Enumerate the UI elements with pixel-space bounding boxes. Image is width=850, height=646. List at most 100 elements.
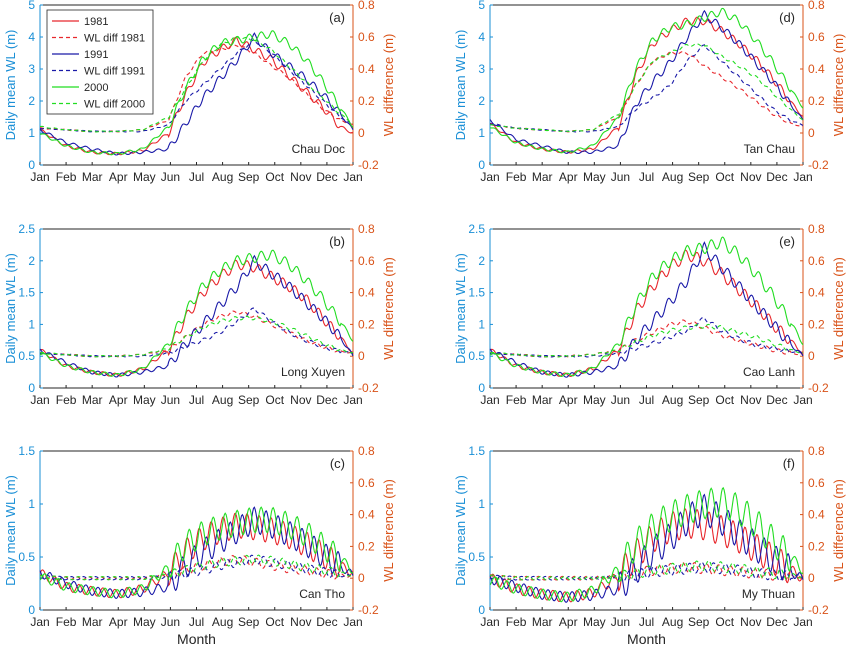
x-tick-label: Jan [343,170,362,184]
series-line-wl-diff-2000 [39,36,354,133]
legend-box [46,9,154,115]
x-tick-label: Jan [480,615,499,629]
y-tick-label: 0 [28,381,35,395]
x-tick-label: Feb [56,615,77,629]
y2-tick-label: 0.6 [808,476,825,490]
right-axis-title: WL difference (m) [831,257,846,360]
series-line-wl-diff-2000 [489,43,804,133]
y-tick-label: 0.5 [468,550,485,564]
y-tick-label: 0.5 [18,550,35,564]
x-tick-label: Feb [506,393,527,407]
x-tick-label: Aug [662,615,683,629]
panel-label: (a) [329,10,345,25]
panel-label: (c) [330,456,345,471]
x-tick-label: Dec [766,170,787,184]
x-tick-label: Jan [793,170,812,184]
y2-tick-label: 0.2 [358,94,375,108]
y2-tick-label: -0.2 [808,158,829,172]
y-tick-label: 2 [28,94,35,108]
y2-tick-label: -0.2 [358,603,379,617]
y-tick-label: 1 [28,126,35,140]
y2-tick-label: 0 [358,349,365,363]
series-line-wl-diff-1981 [490,561,804,582]
series-line-wl-diff-1991 [489,44,804,133]
x-tick-label: Nov [740,170,761,184]
x-tick-label: Nov [290,170,311,184]
y2-tick-label: 0 [808,571,815,585]
series-line-wl-diff-1991 [489,317,804,358]
series-line-wl-diff-1981 [40,554,354,581]
x-tick-label: Jan [343,615,362,629]
panel-c: Jan Feb Mar Apr May Jun Jul Aug Sep Oct Nov Dec Jan0… [3,444,396,646]
x-tick-label: Aug [662,170,683,184]
y-tick-label: 0.5 [18,349,35,363]
y2-tick-label: -0.2 [358,158,379,172]
series-line-wl-diff-1991 [39,307,354,358]
series-line-1991 [39,254,354,378]
x-tick-label: Mar [532,615,553,629]
x-tick-label: May [583,615,606,629]
x-tick-label: Jan [480,170,499,184]
series-line-1981 [489,249,803,377]
y-tick-label: 0 [478,603,485,617]
x-tick-label: Oct [265,170,284,184]
y2-tick-label: 0.2 [358,317,375,331]
series-line-1991 [489,241,804,378]
x-tick-label: Apr [109,393,128,407]
y-tick-label: 5 [28,0,35,12]
x-tick-label: Oct [265,615,284,629]
y2-tick-label: 0.2 [358,539,375,553]
y2-tick-label: 0.4 [358,62,375,76]
x-tick-label: Sep [238,170,260,184]
panel-label: (f) [783,456,795,471]
panel-e: Jan Feb Mar Apr May Jun Jul Aug Sep Oct Nov Dec Jan0… [453,222,846,407]
x-tick-label: Apr [559,170,578,184]
y2-tick-label: 0.8 [808,222,825,236]
x-tick-label: May [133,615,156,629]
series-line-wl-diff-1991 [39,39,354,133]
y2-tick-label: 0.6 [358,254,375,268]
x-tick-label: Feb [506,170,527,184]
x-tick-label: Dec [316,170,337,184]
y2-tick-label: 0.8 [808,444,825,458]
x-tick-label: Aug [212,393,233,407]
y-tick-label: 1 [28,497,35,511]
x-tick-label: Jun [161,170,180,184]
panel-label: (d) [779,10,795,25]
right-axis-title: WL difference (m) [381,479,396,582]
x-tick-label: Jul [189,393,204,407]
series-line-wl-diff-1981 [39,310,354,358]
y-tick-label: 3 [28,62,35,76]
station-label: My Thuan [742,587,795,601]
x-tick-label: Feb [506,615,527,629]
series-line-1991 [489,493,804,603]
y-tick-label: 1.5 [18,444,35,458]
right-axis-title: WL difference (m) [381,34,396,137]
x-tick-label: May [583,170,606,184]
left-axis-title: Daily mean WL (m) [453,30,468,141]
series-line-wl-diff-1981 [489,319,804,358]
x-tick-label: Nov [290,615,311,629]
y-tick-label: 0 [478,381,485,395]
x-tick-label: Mar [82,170,103,184]
y-tick-label: 1 [478,317,485,331]
y-tick-label: 0 [478,158,485,172]
x-tick-label: Oct [265,393,284,407]
y-tick-label: 1.5 [468,286,485,300]
x-tick-label: Oct [715,615,734,629]
x-tick-label: Nov [740,393,761,407]
x-tick-label: Dec [316,393,337,407]
x-tick-label: Sep [688,393,710,407]
x-tick-label: Apr [559,615,578,629]
y-tick-label: 0.5 [468,349,485,363]
panel-f: Jan Feb Mar Apr May Jun Jul Aug Sep Oct Nov Dec Jan0… [453,444,846,646]
x-tick-label: Jun [161,615,180,629]
x-tick-label: Apr [559,393,578,407]
y2-tick-label: 0.8 [358,444,375,458]
y2-tick-label: 0.4 [358,508,375,522]
x-tick-label: Jan [30,615,49,629]
x-tick-label: May [133,170,156,184]
series-line-wl-diff-1981 [39,44,354,133]
station-label: Chau Doc [292,142,345,156]
